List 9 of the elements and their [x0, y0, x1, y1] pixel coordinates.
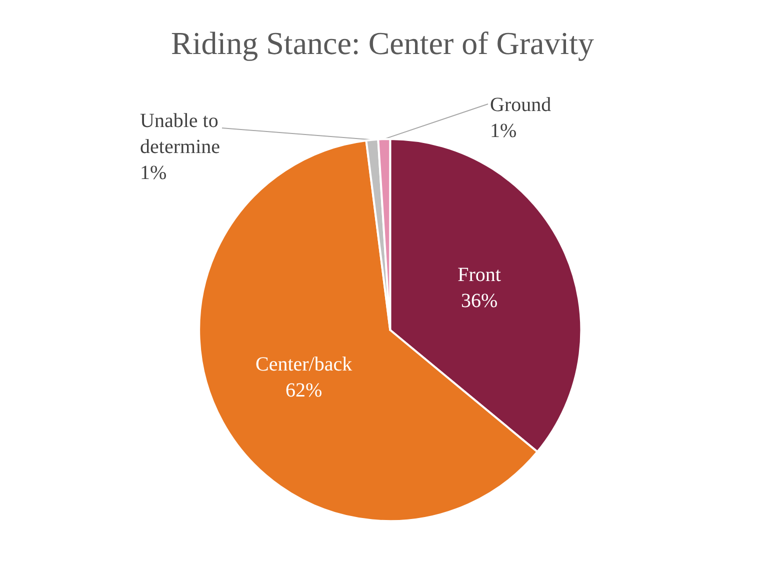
- data-label: 62%: [285, 380, 322, 402]
- data-label: 36%: [460, 290, 498, 312]
- slice-label: Unable to determine: [140, 110, 220, 158]
- data-label: 1%: [490, 120, 517, 142]
- data-label: 1%: [140, 162, 167, 184]
- slice-label: Ground: [490, 94, 552, 116]
- slice-label: Front: [458, 264, 502, 286]
- slice-label: Center/back: [255, 354, 352, 376]
- chart-title: Riding Stance: Center of Gravity: [170, 25, 594, 61]
